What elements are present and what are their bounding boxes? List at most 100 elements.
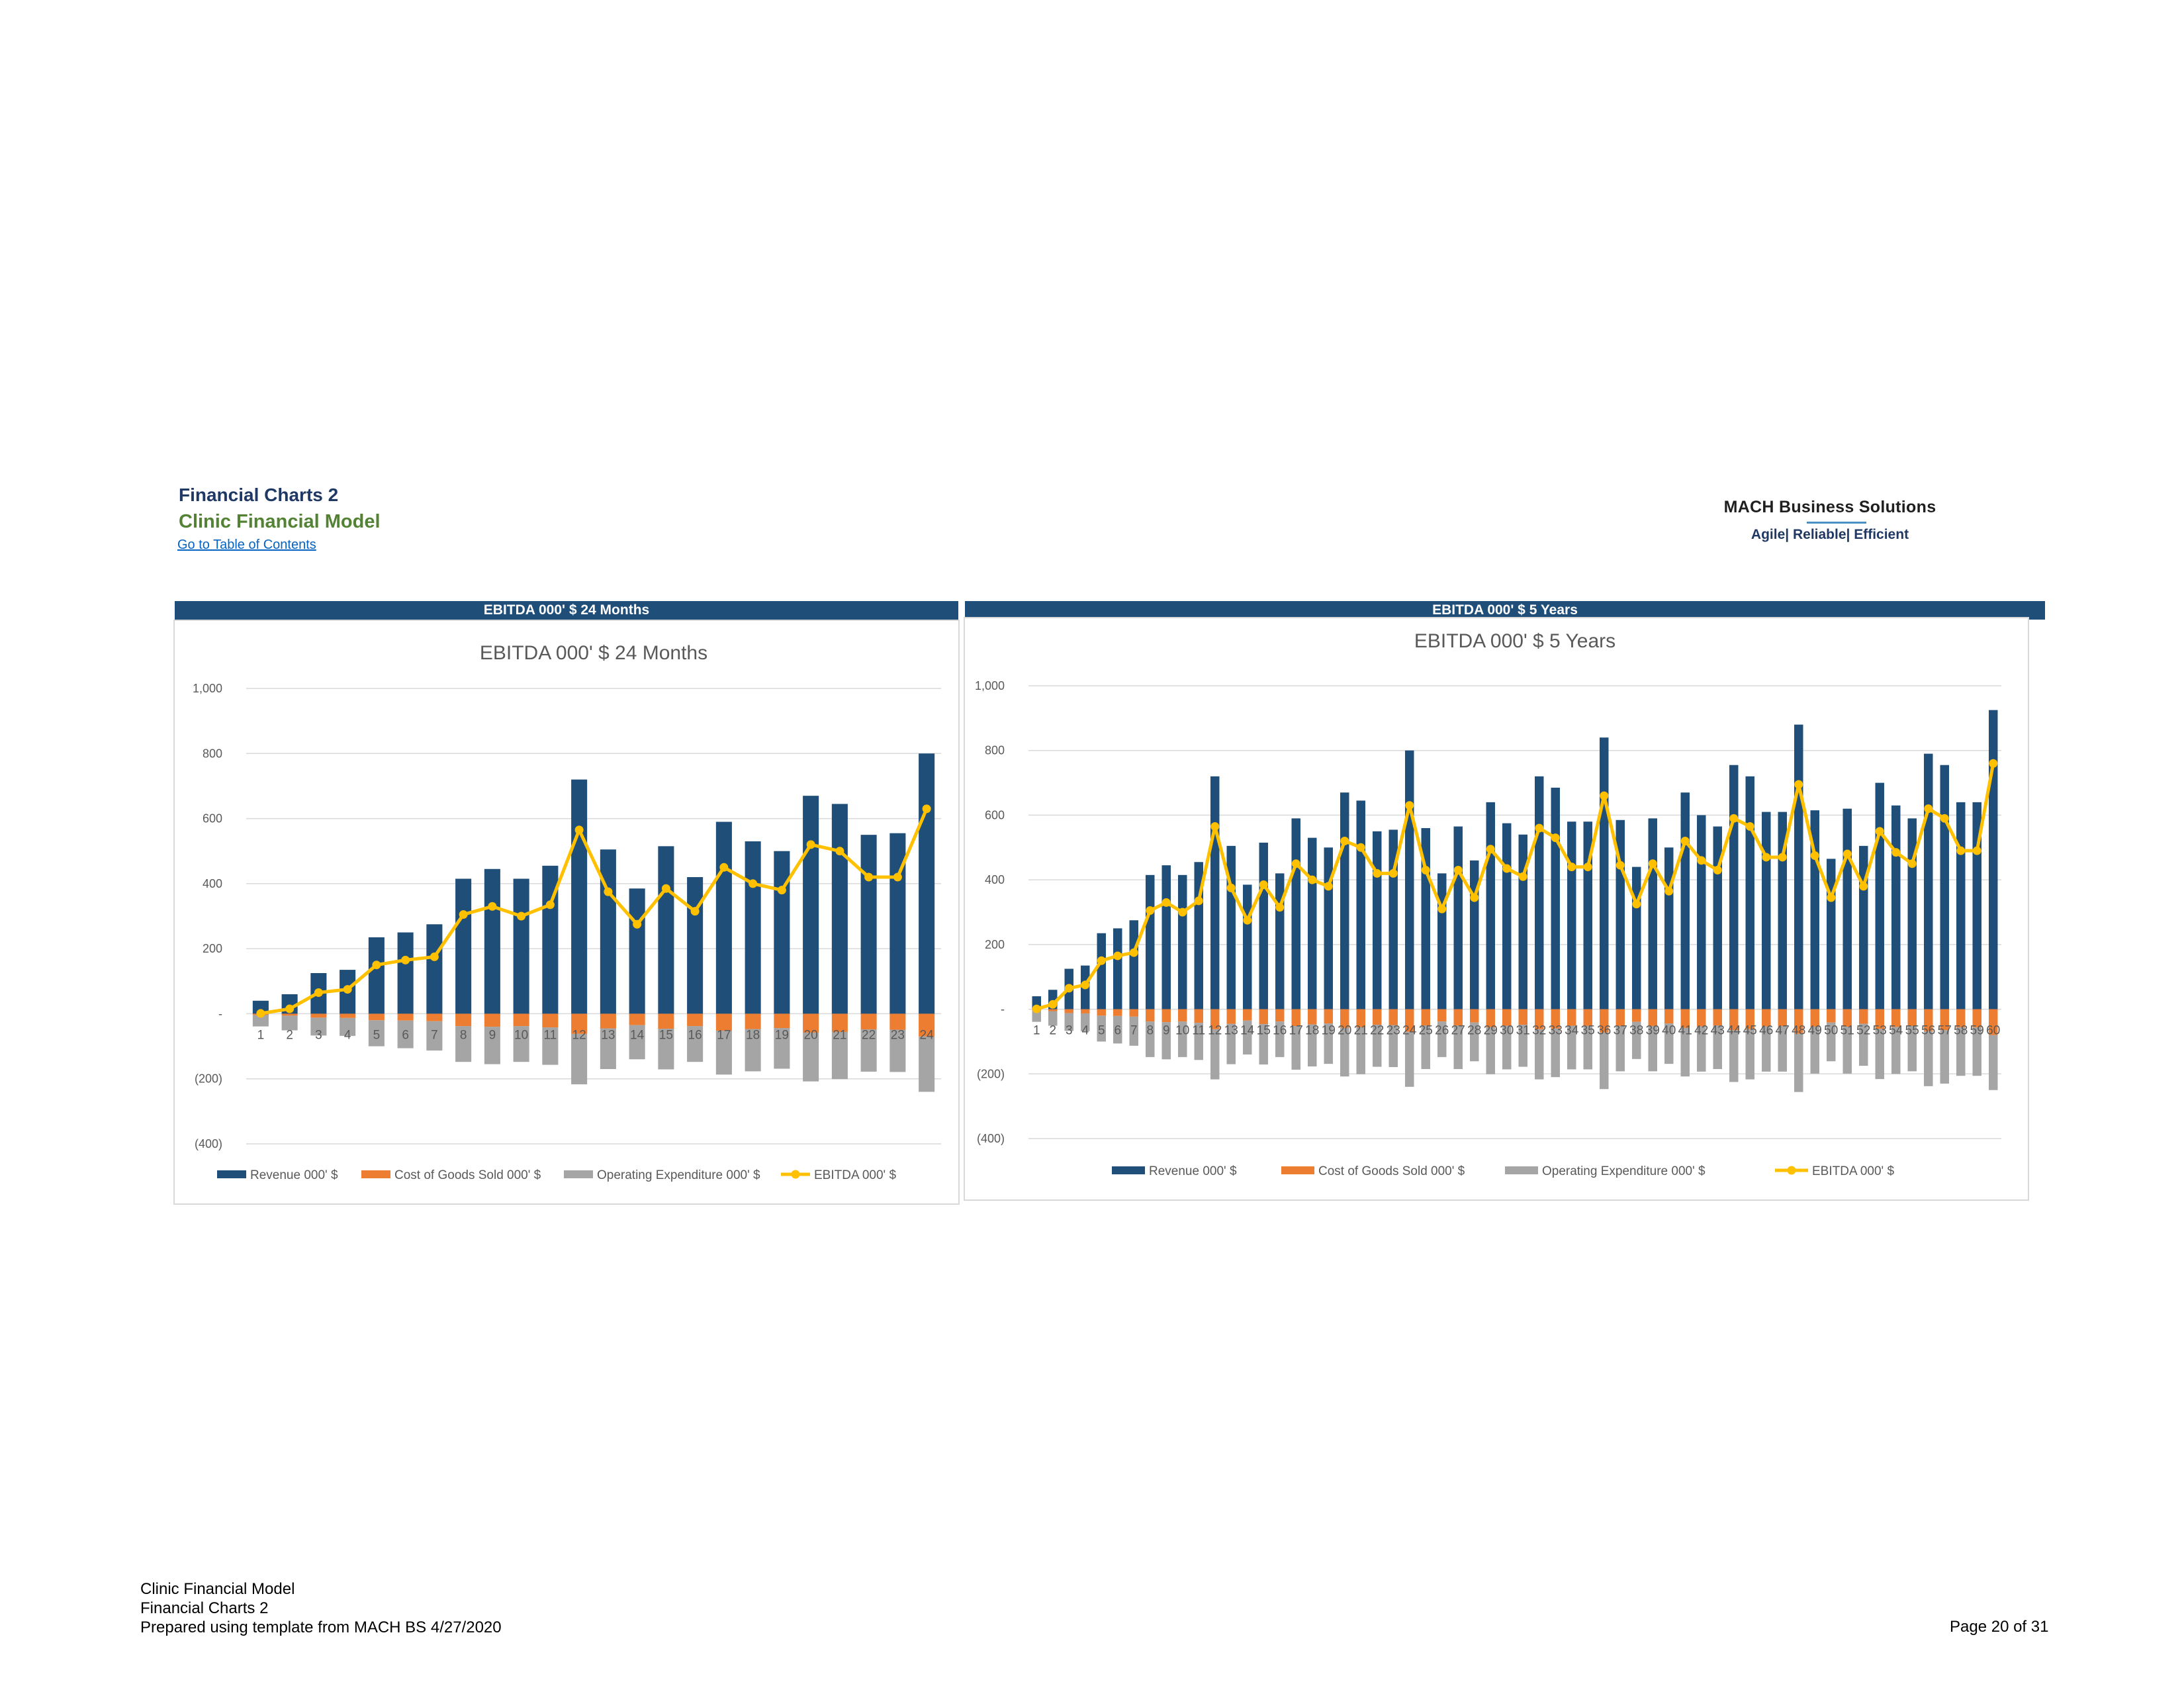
revenue-bar <box>1535 776 1544 1009</box>
revenue-bar <box>1161 865 1171 1009</box>
cogs-bar <box>1291 1009 1300 1026</box>
revenue-bar <box>1178 874 1187 1009</box>
opex-bar <box>1745 1029 1754 1080</box>
opex-bar <box>1972 1027 1981 1076</box>
x-tick-label: 49 <box>1808 1024 1822 1038</box>
x-tick-label: 23 <box>891 1028 905 1042</box>
footer-line-3: Prepared using template from MACH BS 4/2… <box>140 1618 502 1636</box>
opex-bar <box>368 1020 385 1047</box>
opex-bar <box>774 1028 790 1069</box>
revenue-bar <box>1146 874 1155 1009</box>
revenue-bar <box>426 924 443 1014</box>
logo-tagline: Agile| Reliable| Efficient <box>1751 527 1909 542</box>
ebitda-point <box>1567 863 1576 872</box>
ebitda-point <box>1778 853 1787 862</box>
legend-swatch <box>217 1170 246 1178</box>
ebitda-point <box>777 886 786 895</box>
x-tick-label: 6 <box>1114 1024 1121 1038</box>
x-tick-label: 39 <box>1646 1024 1660 1038</box>
opex-bar <box>1680 1027 1690 1077</box>
logo-name: MACH Business Solutions <box>1723 498 1936 516</box>
cogs-bar <box>1081 1009 1090 1013</box>
ebitda-point <box>1373 868 1382 878</box>
ebitda-point <box>1129 948 1138 957</box>
opex-bar <box>1940 1030 1949 1084</box>
cogs-bar <box>1518 1009 1527 1025</box>
x-tick-label: 29 <box>1484 1024 1498 1038</box>
opex-bar <box>1875 1029 1884 1080</box>
ebitda-point <box>430 952 439 961</box>
opex-bar <box>426 1021 443 1051</box>
cogs-bar <box>1356 1009 1365 1027</box>
ebitda-point <box>1470 893 1479 902</box>
opex-bar <box>1762 1026 1771 1072</box>
revenue-bar <box>1308 837 1317 1009</box>
x-tick-label: 8 <box>460 1028 467 1042</box>
x-tick-label: 19 <box>1322 1024 1336 1038</box>
revenue-bar <box>1291 818 1300 1009</box>
opex-bar <box>1859 1023 1868 1066</box>
opex-bar <box>571 1033 588 1085</box>
cogs-bar <box>1859 1009 1868 1024</box>
chart-5-years: EBITDA 000' $ 5 Years 1,000 800 600 400 200 - (… <box>964 617 2029 1201</box>
cogs-bar <box>1275 1009 1285 1022</box>
cogs-bar <box>1437 1009 1447 1022</box>
opex-bar <box>1437 1021 1447 1057</box>
cogs-bar <box>1680 1009 1690 1028</box>
ebitda-point <box>285 1004 295 1013</box>
legend-label: Revenue 000' $ <box>1149 1164 1237 1178</box>
cogs-bar <box>1956 1009 1966 1027</box>
opex-bar <box>1032 1010 1041 1022</box>
chart-title: EBITDA 000' $ 24 Months <box>480 642 707 664</box>
x-tick-label: 57 <box>1938 1024 1952 1038</box>
ebitda-point <box>1940 814 1949 823</box>
x-tick-label: 27 <box>1451 1024 1465 1038</box>
revenue-bar <box>1113 928 1122 1009</box>
x-tick-label: 54 <box>1889 1024 1903 1038</box>
opex-bar <box>687 1026 704 1062</box>
revenue-bar <box>484 868 500 1014</box>
y-tick-label: 800 <box>985 744 1005 757</box>
x-tick-label: 1 <box>257 1028 265 1042</box>
opex-bar <box>919 1036 935 1092</box>
page-title: Financial Charts 2 <box>179 485 339 505</box>
ebitda-point <box>1081 980 1090 990</box>
opex-bar <box>1535 1029 1544 1080</box>
cogs-bar <box>1729 1009 1739 1031</box>
cogs-bar <box>397 1013 414 1021</box>
ebitda-point <box>1583 863 1592 872</box>
x-tick-label: 46 <box>1759 1024 1773 1038</box>
x-tick-label: 9 <box>489 1028 496 1042</box>
revenue-bar <box>368 937 385 1014</box>
x-tick-label: 12 <box>572 1028 586 1042</box>
ebitda-point <box>459 910 468 919</box>
x-tick-label: 34 <box>1565 1024 1579 1038</box>
opex-bar <box>1081 1013 1090 1031</box>
x-tick-label: 23 <box>1387 1024 1400 1038</box>
ebitda-point <box>1648 859 1657 868</box>
cogs-bar <box>1648 1009 1657 1026</box>
revenue-bar <box>1697 815 1706 1009</box>
x-tick-label: 14 <box>630 1028 645 1042</box>
opex-bar <box>1388 1025 1398 1068</box>
opex-bar <box>745 1029 761 1072</box>
ebitda-point <box>1064 984 1073 993</box>
revenue-bar <box>1551 787 1560 1009</box>
opex-bar <box>1632 1021 1641 1059</box>
legend-label: Operating Expenditure 000' $ <box>597 1168 760 1182</box>
revenue-bar <box>1843 808 1852 1009</box>
opex-bar <box>1600 1032 1609 1090</box>
cogs-bar <box>600 1013 616 1029</box>
cogs-bar <box>1924 1009 1933 1031</box>
revenue-bar <box>455 878 472 1014</box>
opex-bar <box>1373 1025 1382 1067</box>
opex-bar <box>1729 1030 1739 1082</box>
cogs-bar <box>1794 1009 1803 1034</box>
ebitda-point <box>1713 865 1722 874</box>
cogs-bar <box>1989 1009 1998 1035</box>
ebitda-line <box>260 808 929 1015</box>
opex-bar <box>1064 1013 1073 1031</box>
cogs-bar <box>1713 1009 1722 1025</box>
ebitda-point <box>1226 883 1236 892</box>
toc-link[interactable]: Go to Table of Contents <box>177 538 316 552</box>
